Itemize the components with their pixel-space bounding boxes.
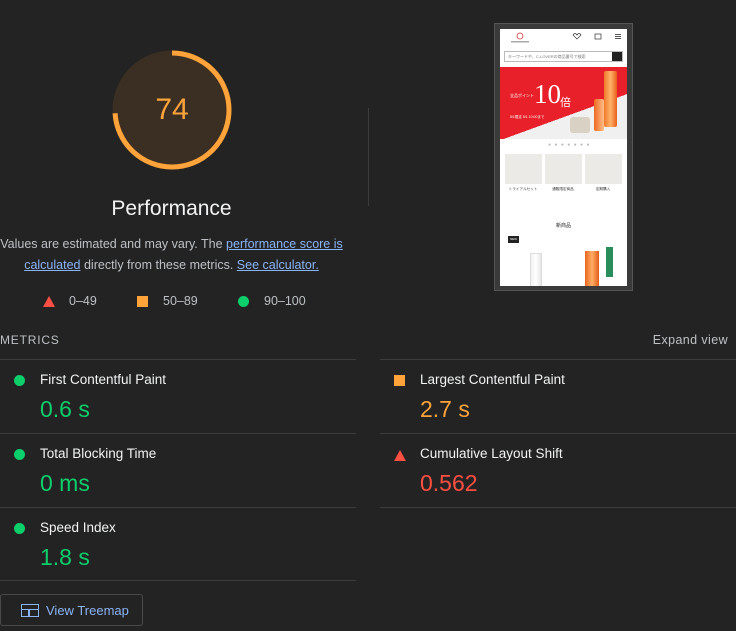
product-image [530,253,542,286]
treemap-icon [21,603,39,617]
desc-prefix: Values are estimated and may vary. The [0,237,227,251]
legend-pass: 90–100 [238,294,306,308]
metric-bottom-divider [0,580,356,581]
see-calculator-link[interactable]: See calculator. [236,258,319,272]
metric-value: 1.8 s [40,544,90,570]
metric-title: First Contentful Paint [40,372,167,387]
expand-view-button[interactable]: Expand view [652,333,728,347]
triangle-icon [43,295,55,307]
screenshot-search-icon [612,52,622,61]
metric-value: 0 ms [40,470,90,496]
score-legend: 0–49 50–89 90–100 [0,294,343,312]
performance-title: Performance [111,197,232,220]
view-treemap-label: View Treemap [46,602,129,618]
product-image [585,251,599,286]
category-label: 通販限定商品 [552,187,574,191]
pass-icon [14,449,25,460]
legend-fail-label: 0–49 [69,294,97,308]
vertical-divider [368,108,369,206]
metric-total-blocking-time: Total Blocking Time 0 ms [0,433,356,507]
metric-cumulative-layout-shift: Cumulative Layout Shift 0.562 [380,433,736,507]
gauge-ring [112,50,232,170]
product-image [606,247,613,277]
carousel-dots: ● ● ● ● ● ● ● [548,142,591,148]
metrics-header: METRICS [0,333,60,347]
screenshot-nav [500,29,627,49]
metric-title: Cumulative Layout Shift [420,446,563,461]
banner-big-number: 10 [534,79,561,109]
legend-pass-label: 90–100 [264,294,306,308]
legend-fail: 0–49 [43,294,97,308]
legend-average: 50–89 [137,294,198,308]
metric-title: Speed Index [40,520,116,535]
average-icon [394,375,405,386]
category-label: 定期購入 [595,187,611,191]
bottle-image [594,99,604,131]
fail-icon [394,450,406,461]
category-image [505,154,542,184]
metric-first-contentful-paint: First Contentful Paint 0.6 s [0,359,356,433]
performance-score: 74 [155,93,189,126]
bottle-image [604,71,617,127]
category-image [545,154,582,184]
circle-icon [238,295,249,307]
metric-row-divider [380,507,736,508]
nav-icons [511,32,621,43]
category-label: トライアルセット [508,187,538,191]
view-treemap-button[interactable]: View Treemap [0,594,143,626]
legend-average-label: 50–89 [163,294,198,308]
metric-title: Largest Contentful Paint [420,372,565,387]
banner-note: 5/1限定 5/1 10:00まで [510,115,545,119]
metric-value: 0.562 [420,470,478,496]
metric-value: 2.7 s [420,396,470,422]
metric-largest-contentful-paint: Largest Contentful Paint 2.7 s [380,359,736,433]
performance-description: Values are estimated and may vary. The p… [0,234,343,276]
new-tag: NEW [508,236,519,243]
screenshot-search: キーワードや、C-LOVERの商品番号で検索 [504,51,623,62]
metric-value: 0.6 s [40,396,90,422]
banner-unit: 倍 [560,97,571,109]
performance-gauge: 74 [110,48,234,172]
banner-small-text: 全品ポイント [510,93,534,98]
pass-icon [14,523,25,534]
desc-middle: directly from these metrics. [80,258,237,272]
metric-speed-index: Speed Index 1.8 s [0,507,356,581]
new-products-heading: 新商品 [555,223,571,229]
screenshot-search-text: キーワードや、C-LOVERの商品番号で検索 [508,54,586,59]
screenshot-page: キーワードや、C-LOVERの商品番号で検索 全品ポイント 10 倍 5/1限定… [500,29,627,286]
square-icon [137,295,148,307]
pass-icon [14,375,25,386]
final-screenshot-thumbnail[interactable]: キーワードや、C-LOVERの商品番号で検索 全品ポイント 10 倍 5/1限定… [494,23,633,291]
category-image [585,154,622,184]
performance-score-link[interactable]: performance score is calculated [24,237,343,272]
metric-title: Total Blocking Time [40,446,157,461]
jar-image [570,117,590,133]
